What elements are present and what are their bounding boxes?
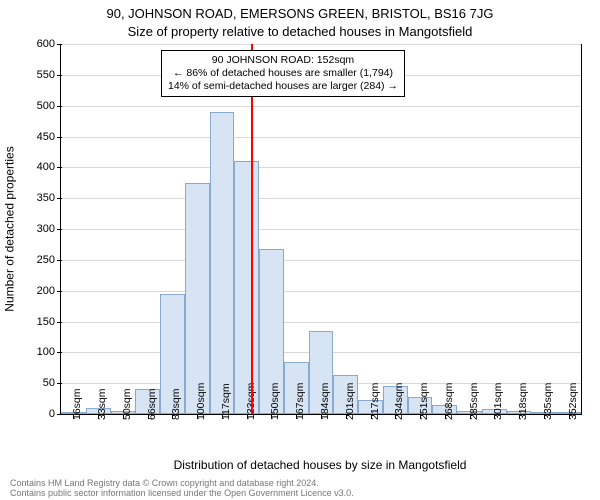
x-tick-label: 184sqm — [319, 383, 331, 420]
x-tick-label: 150sqm — [269, 383, 281, 420]
x-tick-label: 217sqm — [369, 383, 381, 420]
footer-attribution: Contains HM Land Registry data © Crown c… — [10, 479, 354, 499]
histogram-bar — [210, 112, 235, 414]
histogram-bar — [234, 161, 259, 414]
histogram-bar — [185, 183, 210, 414]
x-tick-label: 33sqm — [96, 388, 108, 420]
grid-line — [61, 106, 581, 107]
x-tick-label: 352sqm — [567, 383, 579, 420]
grid-line — [61, 167, 581, 168]
x-tick-label: 167sqm — [294, 383, 306, 420]
chart-container: 90, JOHNSON ROAD, EMERSONS GREEN, BRISTO… — [0, 0, 600, 500]
y-tick-label: 250 — [15, 254, 61, 266]
reference-line — [251, 44, 253, 414]
chart-title: 90, JOHNSON ROAD, EMERSONS GREEN, BRISTO… — [0, 6, 600, 21]
x-tick-label: 251sqm — [418, 383, 430, 420]
x-tick-label: 50sqm — [121, 388, 133, 420]
y-tick-label: 150 — [15, 316, 61, 328]
x-tick-label: 268sqm — [443, 383, 455, 420]
y-tick-label: 500 — [15, 100, 61, 112]
grid-line — [61, 44, 581, 45]
x-axis-label: Distribution of detached houses by size … — [60, 458, 580, 472]
y-tick-label: 200 — [15, 285, 61, 297]
x-tick-label: 234sqm — [393, 383, 405, 420]
x-tick-label: 83sqm — [170, 388, 182, 420]
grid-line — [61, 260, 581, 261]
grid-line — [61, 137, 581, 138]
grid-line — [61, 198, 581, 199]
x-tick-label: 301sqm — [492, 383, 504, 420]
y-tick-label: 400 — [15, 161, 61, 173]
x-tick-label: 335sqm — [542, 383, 554, 420]
chart-subtitle: Size of property relative to detached ho… — [0, 24, 600, 39]
annotation-line: 90 JOHNSON ROAD: 152sqm — [168, 54, 398, 67]
plot-area: 05010015020025030035040045050055060016sq… — [60, 44, 582, 415]
x-tick-label: 201sqm — [344, 383, 356, 420]
grid-line — [61, 322, 581, 323]
x-tick-label: 100sqm — [195, 383, 207, 420]
y-tick-label: 350 — [15, 192, 61, 204]
grid-line — [61, 291, 581, 292]
y-tick-label: 600 — [15, 38, 61, 50]
x-tick-label: 117sqm — [220, 383, 232, 420]
footer-line-2: Contains public sector information licen… — [10, 489, 354, 499]
y-tick-label: 50 — [15, 377, 61, 389]
grid-line — [61, 229, 581, 230]
y-tick-label: 450 — [15, 131, 61, 143]
x-tick-label: 285sqm — [468, 383, 480, 420]
annotation-line: 14% of semi-detached houses are larger (… — [168, 80, 398, 93]
annotation-box: 90 JOHNSON ROAD: 152sqm← 86% of detached… — [161, 50, 405, 97]
y-tick-label: 300 — [15, 223, 61, 235]
annotation-line: ← 86% of detached houses are smaller (1,… — [168, 67, 398, 80]
x-tick-label: 66sqm — [146, 388, 158, 420]
x-tick-label: 16sqm — [71, 388, 83, 420]
x-tick-label: 318sqm — [517, 383, 529, 420]
y-tick-label: 0 — [15, 408, 61, 420]
y-tick-label: 100 — [15, 346, 61, 358]
y-tick-label: 550 — [15, 69, 61, 81]
